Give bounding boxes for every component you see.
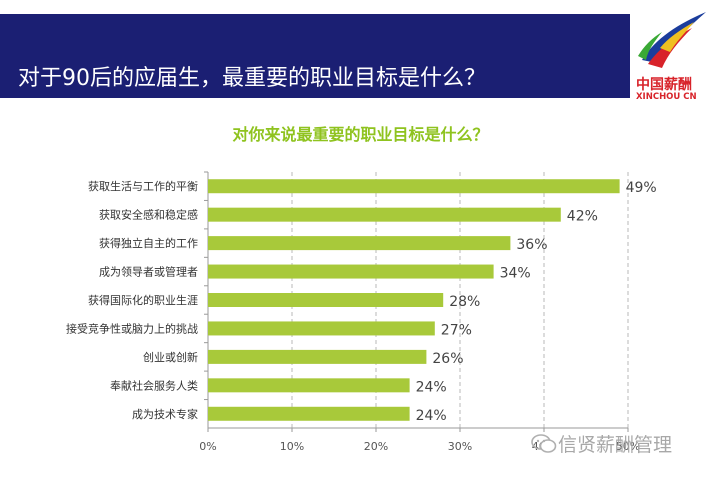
bar bbox=[208, 293, 444, 307]
bar bbox=[208, 406, 410, 421]
data-label: 34% bbox=[500, 266, 531, 282]
x-tick-label: 50% bbox=[616, 440, 640, 453]
bar bbox=[208, 378, 410, 393]
page-title: 对于90后的应届生，最重要的职业目标是什么？ bbox=[18, 66, 486, 91]
category-label: 成为技术专家 bbox=[132, 407, 198, 421]
watermark-text: 信贤薪酬管理 bbox=[558, 434, 673, 456]
bar bbox=[208, 321, 435, 336]
title-banner: 对于90后的应届生，最重要的职业目标是什么？ bbox=[0, 14, 630, 98]
bar bbox=[208, 179, 620, 194]
data-label: 24% bbox=[416, 408, 447, 424]
swoosh-logo-icon bbox=[638, 12, 706, 68]
bar bbox=[208, 236, 511, 251]
category-label: 获取生活与工作的平衡 bbox=[88, 179, 198, 193]
wechat-icon bbox=[531, 434, 557, 453]
x-tick-label: 0% bbox=[199, 440, 216, 453]
bar bbox=[208, 349, 427, 364]
category-label: 接受竞争性或脑力上的挑战 bbox=[66, 321, 198, 335]
data-label: 24% bbox=[416, 379, 447, 395]
category-label: 创业或创新 bbox=[143, 350, 198, 364]
category-label: 获取安全感和稳定感 bbox=[99, 208, 198, 222]
data-label: 27% bbox=[441, 322, 472, 338]
chart-title: 对你来说最重要的职业目标是什么？ bbox=[232, 125, 489, 144]
category-label: 获得国际化的职业生涯 bbox=[88, 293, 198, 307]
x-tick-label: 10% bbox=[280, 440, 304, 453]
category-label: 成为领导者或管理者 bbox=[99, 265, 198, 279]
logo-text-en: XINCHOU CN bbox=[636, 92, 697, 102]
data-label: 26% bbox=[432, 351, 463, 367]
category-label: 获得独立自主的工作 bbox=[99, 236, 198, 250]
x-tick-label: 30% bbox=[448, 440, 472, 453]
data-label: 42% bbox=[567, 209, 598, 225]
logo-text-cn: 中国薪酬 bbox=[636, 77, 692, 93]
data-label: 49% bbox=[626, 180, 657, 196]
brand-logo: 中国薪酬 XINCHOU CN bbox=[632, 8, 716, 102]
category-label: 奉献社会服务人类 bbox=[110, 378, 198, 392]
data-label: 36% bbox=[516, 237, 547, 253]
bar bbox=[208, 207, 561, 222]
bar bbox=[208, 264, 494, 279]
data-label: 28% bbox=[449, 294, 480, 310]
x-tick-label: 20% bbox=[364, 440, 388, 453]
